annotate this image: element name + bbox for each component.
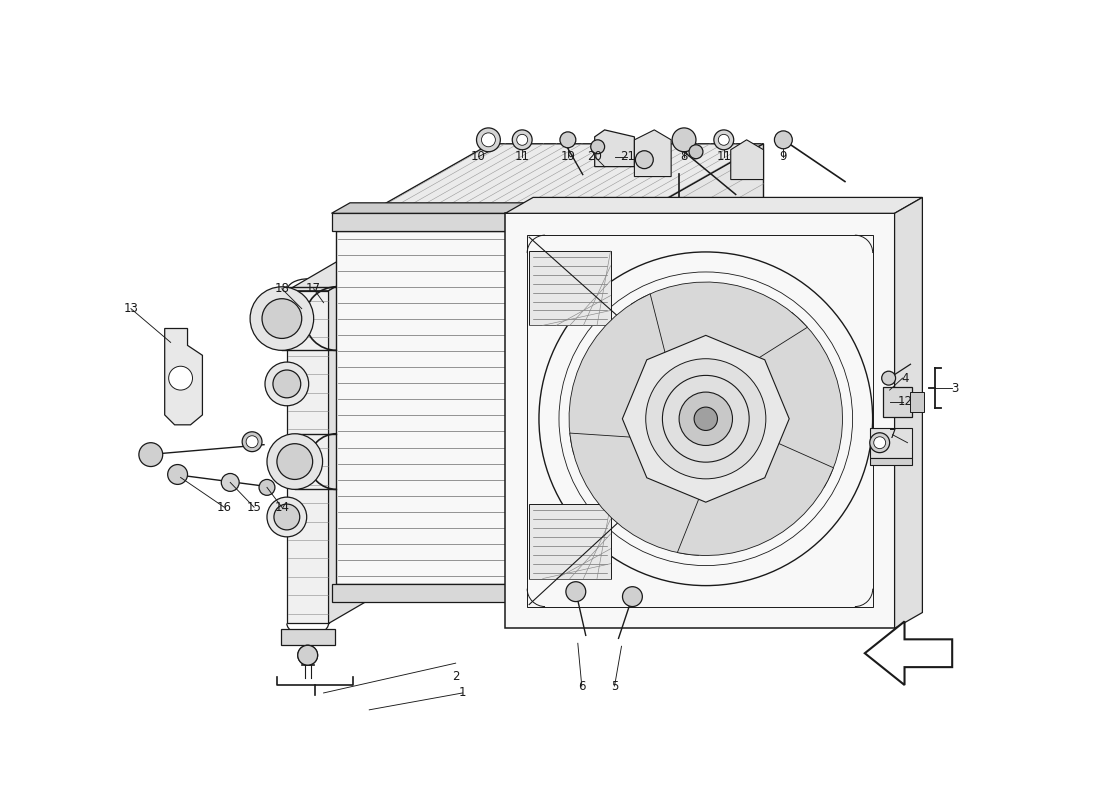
Polygon shape bbox=[612, 350, 634, 379]
Polygon shape bbox=[882, 387, 913, 417]
Circle shape bbox=[672, 128, 696, 152]
Circle shape bbox=[560, 132, 575, 148]
Polygon shape bbox=[331, 214, 615, 231]
Polygon shape bbox=[337, 231, 609, 584]
Circle shape bbox=[167, 465, 187, 485]
Circle shape bbox=[679, 392, 733, 446]
Polygon shape bbox=[635, 130, 671, 177]
Circle shape bbox=[139, 442, 163, 466]
Text: 11: 11 bbox=[716, 150, 732, 163]
Polygon shape bbox=[331, 584, 615, 602]
Polygon shape bbox=[595, 130, 635, 166]
Polygon shape bbox=[870, 428, 913, 458]
Circle shape bbox=[646, 358, 766, 479]
Circle shape bbox=[265, 362, 309, 406]
Circle shape bbox=[246, 436, 258, 448]
Polygon shape bbox=[287, 290, 329, 623]
Polygon shape bbox=[732, 313, 843, 487]
Text: 5: 5 bbox=[610, 679, 618, 693]
Text: 7: 7 bbox=[889, 428, 896, 442]
Polygon shape bbox=[280, 630, 334, 646]
Circle shape bbox=[349, 450, 363, 464]
Text: 19: 19 bbox=[560, 150, 575, 163]
Text: 9: 9 bbox=[780, 150, 788, 163]
Circle shape bbox=[476, 128, 501, 152]
Text: 8: 8 bbox=[681, 150, 688, 163]
Polygon shape bbox=[678, 431, 834, 555]
Text: 11: 11 bbox=[515, 150, 530, 163]
Polygon shape bbox=[870, 458, 913, 465]
Circle shape bbox=[882, 371, 895, 385]
Circle shape bbox=[258, 479, 275, 495]
Circle shape bbox=[591, 140, 605, 154]
Polygon shape bbox=[623, 335, 789, 502]
Text: 13: 13 bbox=[123, 302, 139, 315]
Circle shape bbox=[298, 646, 318, 665]
Polygon shape bbox=[529, 251, 611, 326]
Circle shape bbox=[298, 646, 318, 665]
Circle shape bbox=[273, 370, 300, 398]
Circle shape bbox=[513, 130, 532, 150]
Polygon shape bbox=[911, 392, 924, 412]
Text: 3: 3 bbox=[952, 382, 959, 394]
Circle shape bbox=[689, 145, 703, 158]
Polygon shape bbox=[529, 504, 611, 578]
Text: 14: 14 bbox=[274, 501, 289, 514]
Text: 16: 16 bbox=[217, 501, 232, 514]
Polygon shape bbox=[505, 198, 923, 214]
Circle shape bbox=[718, 134, 729, 146]
Circle shape bbox=[250, 286, 314, 350]
Text: 17: 17 bbox=[306, 282, 321, 295]
Polygon shape bbox=[337, 144, 763, 231]
Circle shape bbox=[662, 375, 749, 462]
Circle shape bbox=[870, 433, 890, 453]
Circle shape bbox=[277, 444, 312, 479]
Circle shape bbox=[517, 134, 528, 146]
Circle shape bbox=[262, 298, 301, 338]
Circle shape bbox=[482, 133, 495, 146]
Text: 12: 12 bbox=[898, 395, 913, 409]
Text: 1: 1 bbox=[459, 686, 466, 699]
Polygon shape bbox=[331, 203, 632, 214]
Text: 21: 21 bbox=[620, 150, 635, 163]
Circle shape bbox=[873, 437, 886, 449]
Circle shape bbox=[774, 131, 792, 149]
Circle shape bbox=[714, 130, 734, 150]
Polygon shape bbox=[865, 622, 953, 685]
Text: 4: 4 bbox=[902, 372, 910, 385]
Polygon shape bbox=[287, 259, 383, 290]
Text: 2: 2 bbox=[452, 670, 460, 682]
Text: 18: 18 bbox=[274, 282, 289, 295]
Circle shape bbox=[694, 407, 717, 430]
Circle shape bbox=[242, 432, 262, 452]
Polygon shape bbox=[505, 214, 894, 629]
Polygon shape bbox=[570, 433, 708, 555]
Polygon shape bbox=[631, 282, 807, 382]
Polygon shape bbox=[730, 140, 763, 179]
Circle shape bbox=[221, 474, 239, 491]
Circle shape bbox=[274, 504, 299, 530]
Polygon shape bbox=[609, 144, 763, 584]
Polygon shape bbox=[165, 329, 202, 425]
Text: 10: 10 bbox=[471, 150, 486, 163]
Text: 15: 15 bbox=[246, 501, 262, 514]
Circle shape bbox=[267, 434, 322, 490]
Polygon shape bbox=[329, 259, 383, 623]
Circle shape bbox=[267, 497, 307, 537]
Polygon shape bbox=[612, 532, 634, 559]
Text: 20: 20 bbox=[587, 150, 602, 163]
Polygon shape bbox=[894, 198, 923, 629]
Circle shape bbox=[565, 582, 585, 602]
Circle shape bbox=[623, 586, 642, 606]
Polygon shape bbox=[569, 294, 673, 454]
Circle shape bbox=[636, 150, 653, 169]
Circle shape bbox=[168, 366, 192, 390]
Text: 6: 6 bbox=[578, 679, 585, 693]
